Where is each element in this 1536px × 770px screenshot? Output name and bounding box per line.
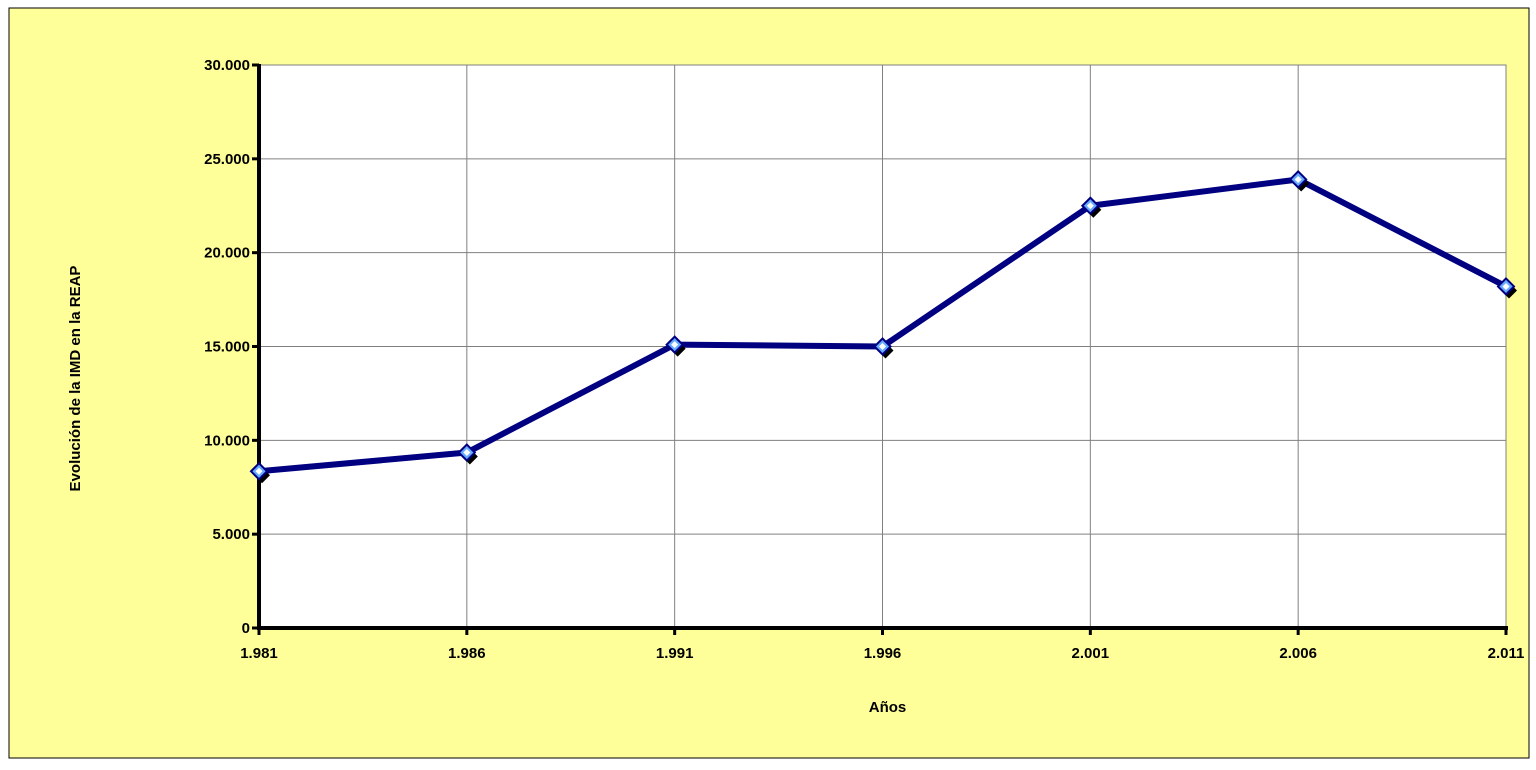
data-point-center — [671, 341, 679, 349]
x-tick-label: 1.981 — [240, 645, 278, 662]
data-point-center — [1086, 202, 1094, 210]
x-tick-label: 1.996 — [864, 645, 902, 662]
y-tick-labels: 0 5.000 10.000 15.000 20.000 25.000 30.000 — [204, 57, 259, 637]
data-point-center — [255, 467, 263, 475]
x-axis-label: Años — [869, 699, 907, 716]
data-point-center — [1294, 175, 1302, 183]
y-tick-label: 5.000 — [212, 526, 250, 543]
x-tick-label: 1.986 — [448, 645, 486, 662]
series — [249, 170, 1517, 484]
x-tick-label: 2.011 — [1488, 645, 1525, 662]
data-point-center — [463, 449, 471, 457]
x-tick-label: 1.991 — [656, 645, 694, 662]
y-tick-label: 10.000 — [204, 432, 250, 449]
x-tick-label: 2.001 — [1072, 645, 1110, 662]
y-tick-label: 20.000 — [204, 245, 250, 262]
data-point-center — [879, 343, 886, 350]
x-tick-label: 2.006 — [1279, 645, 1317, 662]
y-tick-label: 15.000 — [204, 339, 250, 356]
x-tick-labels: 1.981 1.986 1.991 1.996 2.001 2.006 2.011 — [240, 628, 1524, 662]
y-tick-label: 0 — [242, 620, 250, 637]
y-tick-label: 30.000 — [204, 57, 250, 74]
y-tick-label: 25.000 — [204, 151, 250, 168]
data-point-center — [1502, 282, 1510, 290]
y-axis-label: Evolución de la IMD en la REAP — [67, 266, 84, 492]
